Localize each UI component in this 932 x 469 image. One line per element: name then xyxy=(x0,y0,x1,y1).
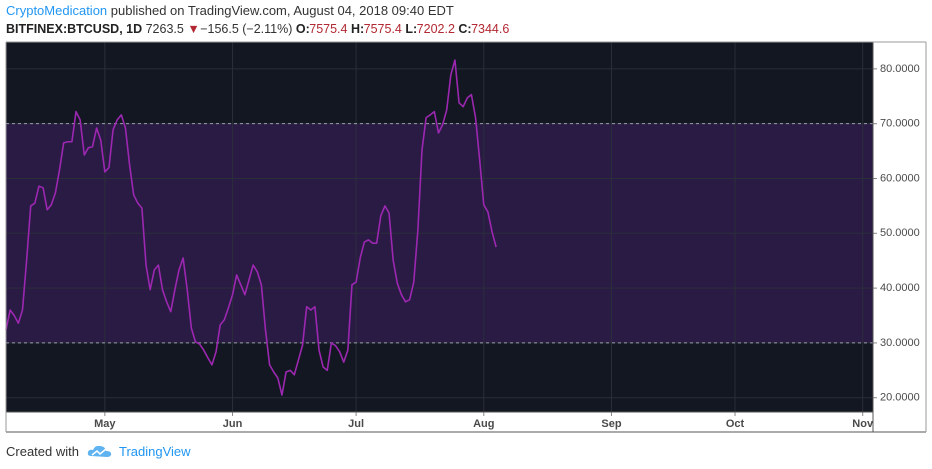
x-tick-label: Jun xyxy=(223,418,243,430)
ohlc-value: 7344.6 xyxy=(471,22,510,36)
x-tick-label: Sep xyxy=(601,418,621,430)
brand-link[interactable]: TradingView xyxy=(118,443,191,459)
publish-line: CryptoMedication published on TradingVie… xyxy=(6,3,454,18)
x-tick-label: Oct xyxy=(726,418,745,430)
ohlc-label: O: xyxy=(295,22,310,36)
created-with: Created with xyxy=(6,443,79,459)
logo xyxy=(87,445,112,457)
ohlc-label: L: xyxy=(405,22,418,36)
y-tick-label: 70.0000 xyxy=(880,118,920,130)
rsi-line xyxy=(5,59,497,396)
ohlc-value: 7202.2 xyxy=(416,22,455,36)
y-tick-label: 40.0000 xyxy=(880,282,920,294)
y-tick-label: 30.0000 xyxy=(880,337,920,349)
ohlc-label: H: xyxy=(350,22,365,36)
x-tick-label: Jul xyxy=(348,418,364,430)
y-tick-label: 20.0000 xyxy=(880,392,920,404)
author-link[interactable]: CryptoMedication xyxy=(6,3,108,18)
footer: Created with TradingView xyxy=(6,443,191,459)
ohlc-value: 7575.4 xyxy=(309,22,348,36)
x-tick-label: Nov xyxy=(852,418,874,430)
change-arrow: ▼ xyxy=(187,22,200,36)
publish-info: published on TradingView.com, August 04,… xyxy=(110,3,454,18)
symbol: BITFINEX:BTCUSD, 1D xyxy=(6,22,143,36)
chart: 20.0000 30.0000 40.0000 50.0000 60.0000 70.00… xyxy=(5,41,927,433)
y-tick-label: 50.0000 xyxy=(880,227,920,239)
x-tick-label: Aug xyxy=(473,418,494,430)
price: 7263.5 xyxy=(145,22,184,36)
ohlc-label: C: xyxy=(458,22,472,36)
x-tick-label: May xyxy=(94,418,116,430)
ohlc-value: 7575.4 xyxy=(363,22,402,36)
change: −156.5 (−2.11%) xyxy=(200,22,293,36)
y-tick-label: 60.0000 xyxy=(880,172,920,184)
y-tick-label: 80.0000 xyxy=(880,63,920,75)
symbol-line: BITFINEX:BTCUSD, 1D 7263.5 ▼ −156.5 (−2.… xyxy=(6,22,509,36)
